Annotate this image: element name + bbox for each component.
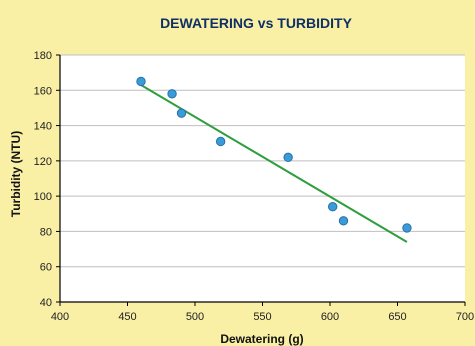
y-tick-label: 140 (34, 121, 52, 133)
x-tick-label: 550 (253, 311, 271, 323)
axes (56, 54, 466, 306)
y-tick-label: 60 (40, 262, 52, 274)
data-point (328, 202, 338, 212)
x-tick-label: 650 (388, 311, 406, 323)
y-tick-label: 120 (34, 156, 52, 168)
y-tick-label: 100 (34, 191, 52, 203)
x-axis-label: Dewatering (g) (220, 332, 303, 346)
data-point (136, 76, 146, 87)
data-point (338, 216, 349, 226)
y-tick-label: 180 (34, 50, 52, 62)
y-tick-label: 80 (40, 226, 52, 238)
grid-lines (60, 54, 465, 268)
y-tick-label: 40 (40, 297, 52, 309)
x-tick-label: 500 (186, 311, 204, 323)
data-points (136, 76, 412, 233)
y-axis-label: Turbidity (NTU) (9, 131, 23, 217)
x-tick-label: 700 (456, 311, 474, 323)
x-tick-label: 400 (51, 311, 69, 323)
data-point (176, 108, 187, 118)
data-point (167, 89, 177, 99)
data-point (283, 152, 293, 163)
tick-labels: 40 60 80 100 120 140 160 180 400 450 500 550 600 650 7… (34, 50, 475, 323)
plot-area (60, 55, 465, 302)
chart-title: DEWATERING vs TURBIDITY (160, 15, 353, 31)
data-point (215, 136, 226, 147)
data-point (402, 223, 412, 233)
x-tick-label: 450 (118, 311, 136, 323)
y-tick-label: 160 (34, 85, 52, 97)
x-tick-label: 600 (321, 311, 339, 323)
